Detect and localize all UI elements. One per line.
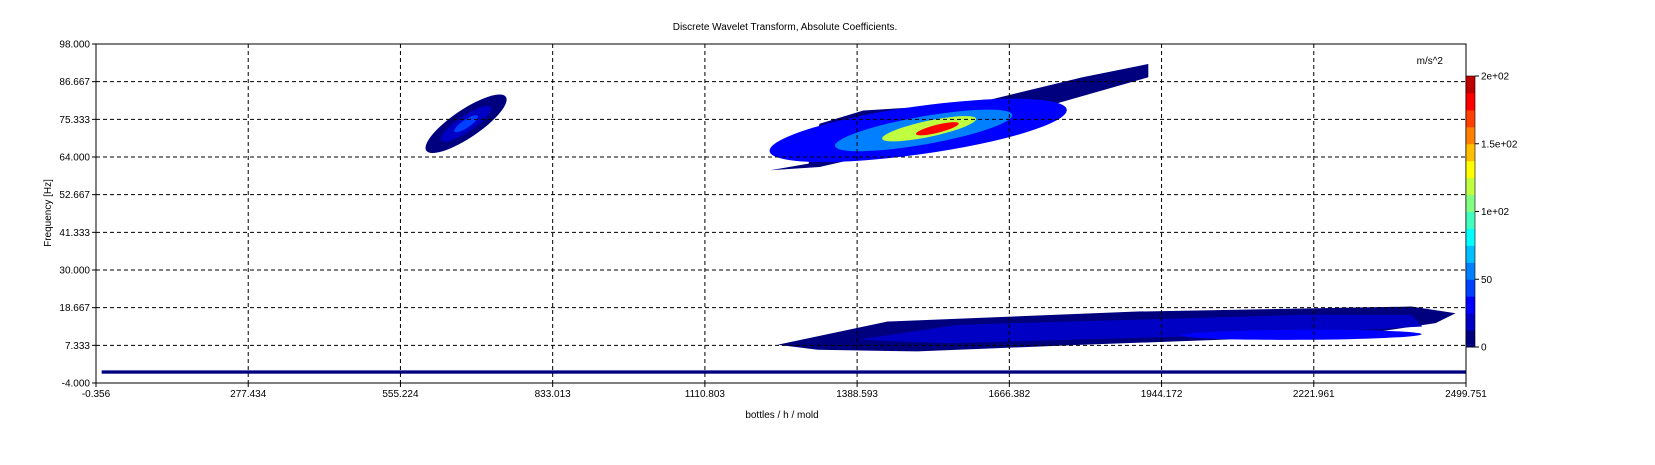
noise-strip-band — [101, 370, 1466, 374]
noise-strip — [101, 370, 1466, 374]
colorbar-unit-label: m/s^2 — [1417, 56, 1444, 67]
y-tick-label: 18.667 — [59, 303, 90, 314]
colorbar-segment — [1466, 296, 1475, 314]
heatmap-layer — [101, 63, 1466, 374]
y-tick-label: -4.000 — [62, 379, 91, 390]
colorbar-segment — [1466, 211, 1475, 229]
colorbar-tick-label: 0 — [1481, 343, 1487, 354]
grid-layer — [96, 44, 1466, 383]
x-tick-label: 2499.751 — [1445, 389, 1487, 400]
x-tick-label: 1666.382 — [988, 389, 1030, 400]
chart-title: Discrete Wavelet Transform, Absolute Coe… — [673, 22, 898, 33]
x-tick-label: 1944.172 — [1141, 389, 1183, 400]
colorbar-tick-label: 50 — [1481, 275, 1493, 286]
low-band-core — [1181, 329, 1422, 340]
colorbar-tick-label: 1.5e+02 — [1481, 139, 1518, 150]
main-feature — [769, 63, 1149, 171]
colorbar-segment — [1466, 126, 1475, 145]
x-tick-label: 833.013 — [535, 389, 572, 400]
colorbar-segment — [1466, 313, 1475, 331]
x-tick-label: 555.224 — [382, 389, 419, 400]
colorbar-segment — [1466, 76, 1475, 94]
x-axis-label: bottles / h / mold — [745, 410, 818, 421]
colorbar-segment — [1466, 228, 1475, 246]
x-tick-label: 277.434 — [230, 389, 267, 400]
colorbar-segment — [1466, 245, 1475, 263]
low-band — [777, 306, 1456, 352]
small-blob-core — [454, 115, 478, 133]
y-axis-label: Frequency [Hz] — [43, 179, 54, 247]
y-tick-label: 75.333 — [59, 115, 90, 126]
x-tick-label: 1110.803 — [685, 389, 726, 400]
main-feature-core — [915, 122, 959, 136]
y-tick-layer: -4.000 7.333 18.667 30.000 41.333 52.667 64.00… — [59, 40, 96, 390]
y-tick-label: 64.000 — [59, 153, 90, 164]
colorbar-tick-label: 2e+02 — [1481, 72, 1510, 83]
colorbar-segment — [1466, 262, 1475, 280]
colorbar-segment — [1466, 92, 1475, 111]
y-tick-label: 30.000 — [59, 266, 90, 277]
colorbar-segment — [1466, 177, 1475, 196]
small-blob — [425, 94, 507, 154]
colorbar-segment — [1466, 143, 1475, 162]
x-tick-label: 1388.593 — [836, 389, 878, 400]
low-band-mid — [857, 314, 1423, 344]
colorbar-tick-label: 1e+02 — [1481, 207, 1510, 218]
y-tick-label: 98.000 — [59, 40, 90, 51]
colorbar-segment — [1466, 279, 1475, 297]
x-tick-label: 2221.961 — [1293, 389, 1335, 400]
x-tick-layer: -0.356 277.434 555.224 833.013 1110.803 1388.… — [82, 383, 1487, 400]
x-tick-label: -0.356 — [82, 389, 111, 400]
colorbar: 0 50 1e+02 1.5e+02 2e+02 — [1465, 72, 1518, 354]
colorbar-segment — [1466, 160, 1475, 179]
y-tick-label: 86.667 — [59, 77, 90, 88]
y-tick-label: 52.667 — [59, 190, 90, 201]
y-tick-label: 41.333 — [59, 228, 90, 239]
colorbar-segment — [1466, 330, 1475, 348]
plot-area — [95, 43, 1467, 384]
colorbar-segment — [1466, 194, 1475, 212]
y-tick-label: 7.333 — [65, 341, 90, 352]
colorbar-segment — [1466, 109, 1475, 128]
